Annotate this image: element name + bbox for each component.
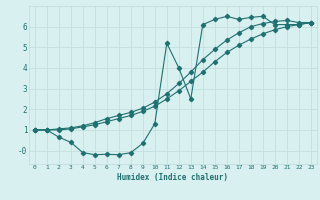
X-axis label: Humidex (Indice chaleur): Humidex (Indice chaleur) [117,173,228,182]
